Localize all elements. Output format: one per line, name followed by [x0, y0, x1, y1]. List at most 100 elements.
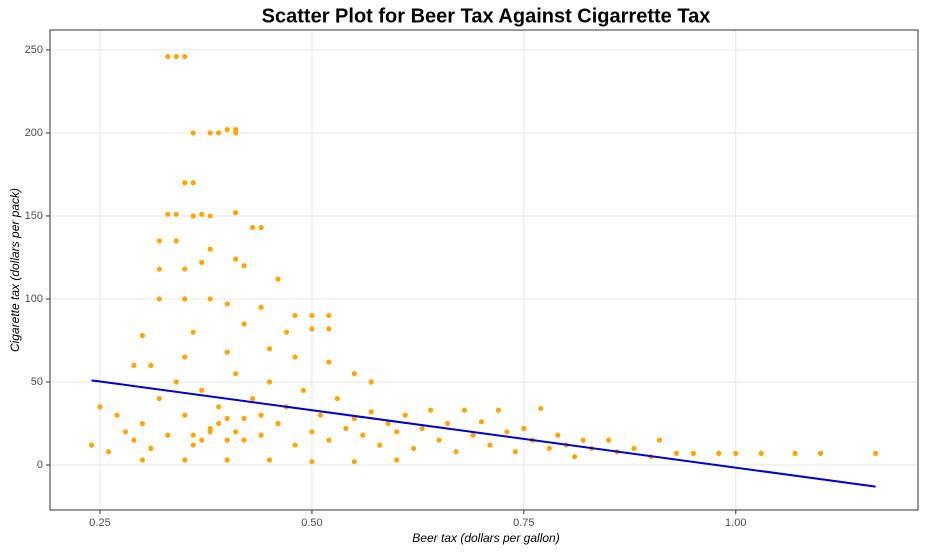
- point: [300, 387, 307, 393]
- point: [224, 457, 230, 463]
- point: [199, 259, 205, 266]
- point: [241, 415, 247, 422]
- point: [606, 437, 612, 443]
- point: [873, 450, 879, 456]
- point: [266, 346, 273, 352]
- point: [512, 449, 518, 455]
- point: [190, 442, 196, 448]
- point: [199, 387, 205, 393]
- point: [394, 429, 400, 435]
- point: [733, 450, 739, 456]
- point: [326, 437, 332, 443]
- point: [504, 429, 510, 435]
- plot-border: [49, 29, 919, 511]
- point: [326, 312, 332, 319]
- point: [394, 457, 400, 463]
- point: [216, 420, 222, 427]
- point: [182, 354, 188, 360]
- point: [114, 412, 120, 418]
- point: [309, 312, 315, 319]
- point: [792, 450, 798, 456]
- x-tick-label: 0.75: [513, 517, 534, 529]
- point: [139, 457, 145, 463]
- point: [275, 420, 281, 427]
- point: [453, 449, 459, 455]
- point: [283, 329, 290, 335]
- point: [326, 326, 332, 332]
- point: [156, 238, 162, 244]
- point: [258, 304, 264, 310]
- point: [156, 395, 162, 402]
- point: [538, 405, 544, 412]
- point: [444, 420, 451, 427]
- point: [368, 379, 374, 385]
- x-tick-label: 1.00: [725, 517, 746, 529]
- point: [148, 445, 154, 452]
- point: [139, 332, 145, 339]
- point: [207, 213, 213, 219]
- point: [258, 412, 264, 418]
- point: [122, 429, 129, 435]
- point: [207, 296, 213, 302]
- y-tick-label: 50: [31, 376, 43, 388]
- point: [368, 409, 374, 415]
- point: [580, 437, 586, 443]
- point: [182, 180, 188, 186]
- point: [165, 432, 171, 438]
- point: [317, 412, 324, 418]
- y-tick-label: 250: [25, 44, 43, 56]
- point: [258, 432, 264, 438]
- point: [165, 53, 171, 60]
- point: [292, 354, 298, 360]
- point: [427, 407, 434, 413]
- point: [182, 457, 188, 463]
- point: [207, 246, 213, 252]
- point: [182, 53, 188, 60]
- point: [249, 224, 256, 231]
- chart-title: Scatter Plot for Beer Tax Against Cigarr…: [262, 5, 711, 27]
- point: [266, 457, 273, 463]
- point: [716, 450, 722, 456]
- point: [88, 442, 95, 448]
- point: [461, 407, 468, 413]
- point: [182, 412, 188, 418]
- point: [148, 362, 154, 368]
- point: [249, 395, 256, 402]
- point: [139, 420, 145, 427]
- y-axis-title: Cigarette tax (dollars per pack): [8, 188, 22, 352]
- y-tick-label: 150: [25, 210, 43, 222]
- y-tick-label: 100: [25, 293, 43, 305]
- point: [173, 211, 179, 217]
- point: [292, 312, 298, 319]
- point: [241, 263, 247, 269]
- point: [817, 450, 824, 456]
- point: [190, 130, 196, 136]
- fit-line: [91, 379, 876, 488]
- point: [224, 437, 230, 443]
- point: [419, 425, 425, 432]
- point: [190, 432, 196, 438]
- point: [546, 445, 552, 452]
- point: [182, 266, 188, 272]
- point: [402, 412, 408, 418]
- point: [258, 224, 264, 231]
- point: [351, 415, 357, 422]
- point: [385, 420, 391, 427]
- point: [555, 432, 561, 438]
- point: [224, 301, 230, 307]
- point: [758, 450, 764, 456]
- point: [207, 130, 213, 136]
- point: [165, 211, 171, 217]
- x-tick-label: 0.50: [301, 517, 322, 529]
- point: [334, 395, 340, 402]
- point: [233, 429, 239, 435]
- point: [216, 404, 222, 410]
- point: [521, 425, 527, 432]
- point: [190, 180, 196, 186]
- point: [343, 425, 349, 432]
- point: [673, 450, 680, 456]
- point: [351, 371, 357, 377]
- x-axis-title: Beer tax (dollars per gallon): [412, 531, 559, 545]
- point: [326, 359, 332, 365]
